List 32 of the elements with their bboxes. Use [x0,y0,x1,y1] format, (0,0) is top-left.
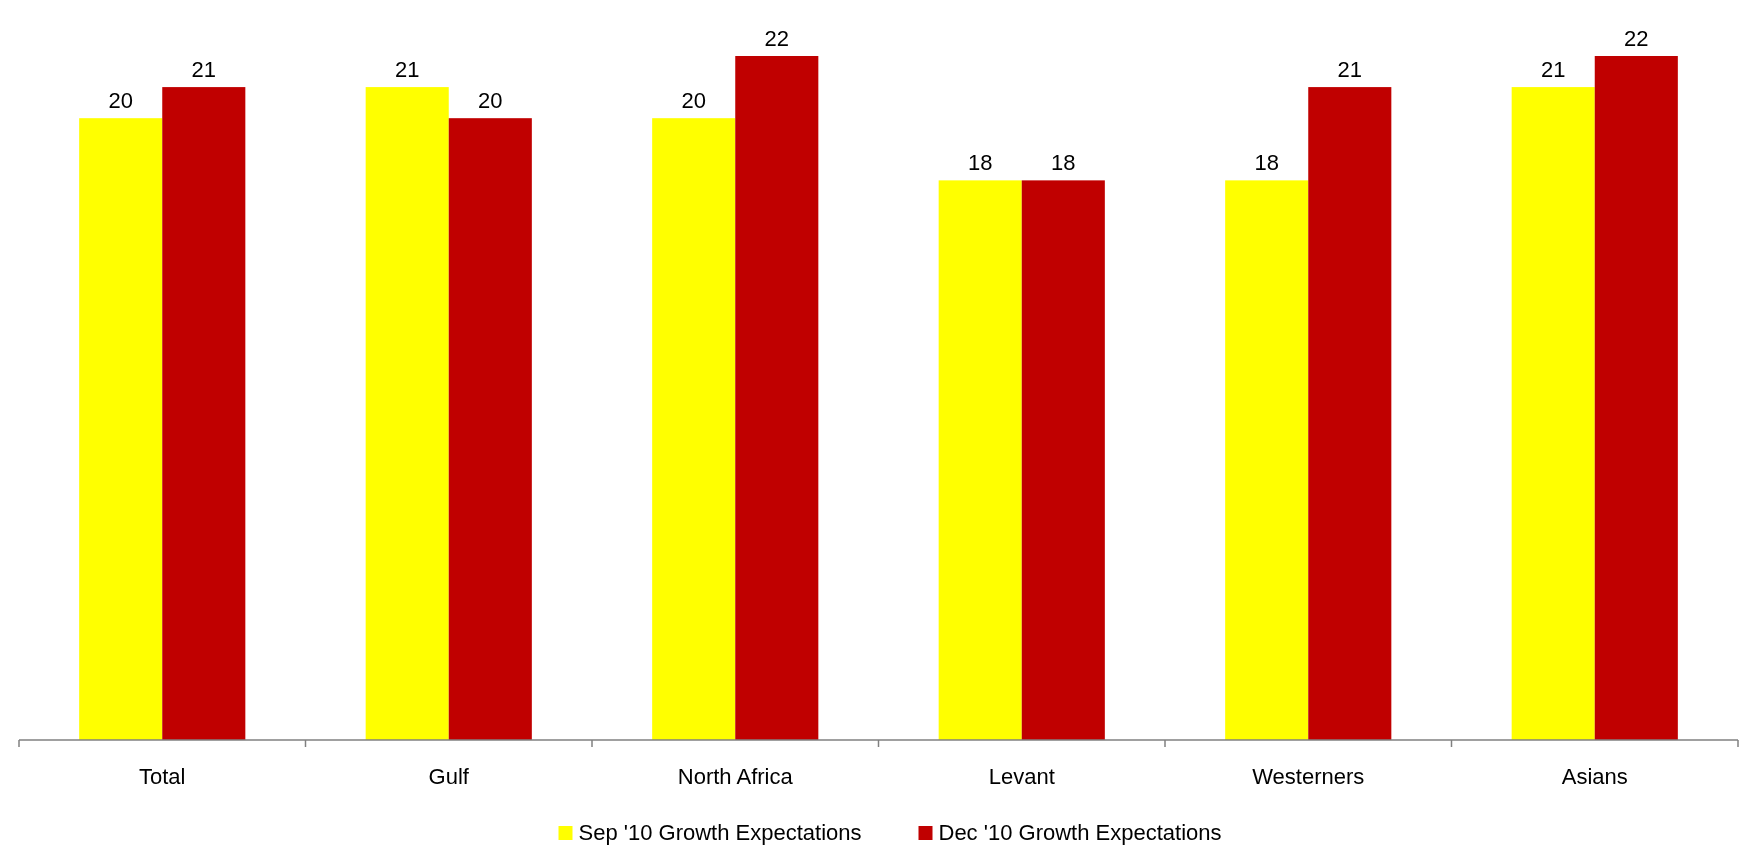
data-label: 20 [681,88,706,114]
bar [1308,87,1392,740]
data-label: 20 [108,88,133,114]
bar [1021,180,1105,740]
x-tick-label: Asians [1561,764,1628,789]
x-tick-label: Levant [988,764,1055,789]
data-label: 21 [1540,57,1566,83]
bar [1225,180,1309,740]
bar [938,180,1022,740]
bar [1511,87,1595,740]
data-label: 21 [191,57,217,83]
data-label: 22 [764,26,790,51]
legend-label: Dec '10 Growth Expectations [938,820,1222,845]
data-label: 18 [967,150,993,176]
data-label: 21 [1337,57,1363,83]
x-tick-label: North Africa [677,764,794,789]
data-label: 20 [478,88,503,114]
data-label: 18 [1051,150,1076,176]
x-tick-label: Total [139,764,186,789]
bar [365,87,449,740]
bar [1594,56,1678,740]
bar [162,87,246,740]
bar [448,118,532,740]
data-label: 22 [1624,26,1649,51]
data-label: 18 [1254,150,1279,176]
bar [652,118,736,740]
data-label: 21 [394,57,420,83]
bar [79,118,163,740]
bar [735,56,819,740]
x-tick-label: Gulf [428,764,470,789]
x-tick-label: Westerners [1252,764,1365,789]
legend-label: Sep '10 Growth Expectations [578,820,862,845]
